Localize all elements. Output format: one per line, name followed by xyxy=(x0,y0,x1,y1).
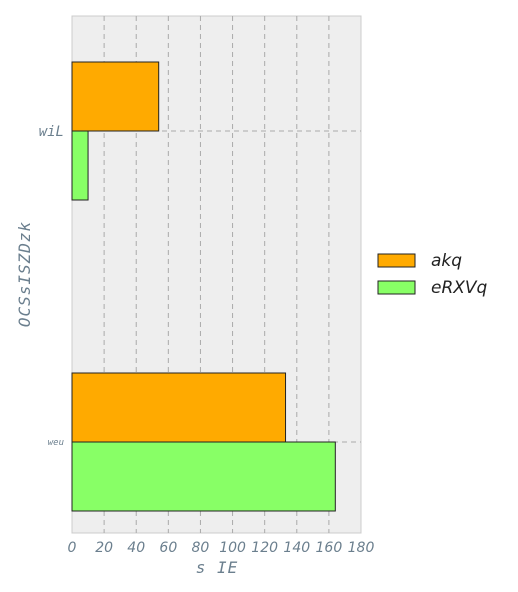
bar-eRXVq-weu xyxy=(71,441,336,512)
legend-swatch-akq xyxy=(377,253,416,268)
x-tick-label-2: 40 xyxy=(127,540,145,556)
x-tick-label-3: 60 xyxy=(159,540,177,556)
x-tick-label-6: 120 xyxy=(251,540,278,556)
y-tick-labels: wiL weu xyxy=(39,124,64,448)
x-tick-label-5: 100 xyxy=(219,540,246,556)
legend-label-akq: akq xyxy=(431,251,462,271)
bars xyxy=(71,61,336,512)
bar-eRXVq-wiL xyxy=(71,130,89,201)
x-tick-labels: 0 20 40 60 80 100 120 140 160 180 xyxy=(68,540,375,556)
bar-akq-wiL xyxy=(71,61,160,132)
x-tick-label-0: 0 xyxy=(68,540,77,556)
y-tick-label-wiL: wiL xyxy=(39,124,64,140)
y-axis-label: OCSsISZDzk xyxy=(15,221,34,327)
x-tick-label-4: 80 xyxy=(192,540,210,556)
y-tick-label-weu: weu xyxy=(48,438,64,448)
legend: akq eRXVq xyxy=(377,251,488,298)
x-tick-label-1: 20 xyxy=(95,540,113,556)
legend-swatch-eRXVq xyxy=(377,280,416,295)
legend-label-eRXVq: eRXVq xyxy=(431,278,488,298)
x-tick-label-9: 180 xyxy=(348,540,375,556)
x-tick-label-8: 160 xyxy=(316,540,343,556)
x-tick-label-7: 140 xyxy=(283,540,310,556)
x-axis-label: s IE xyxy=(196,558,239,577)
bar-akq-weu xyxy=(71,372,287,443)
